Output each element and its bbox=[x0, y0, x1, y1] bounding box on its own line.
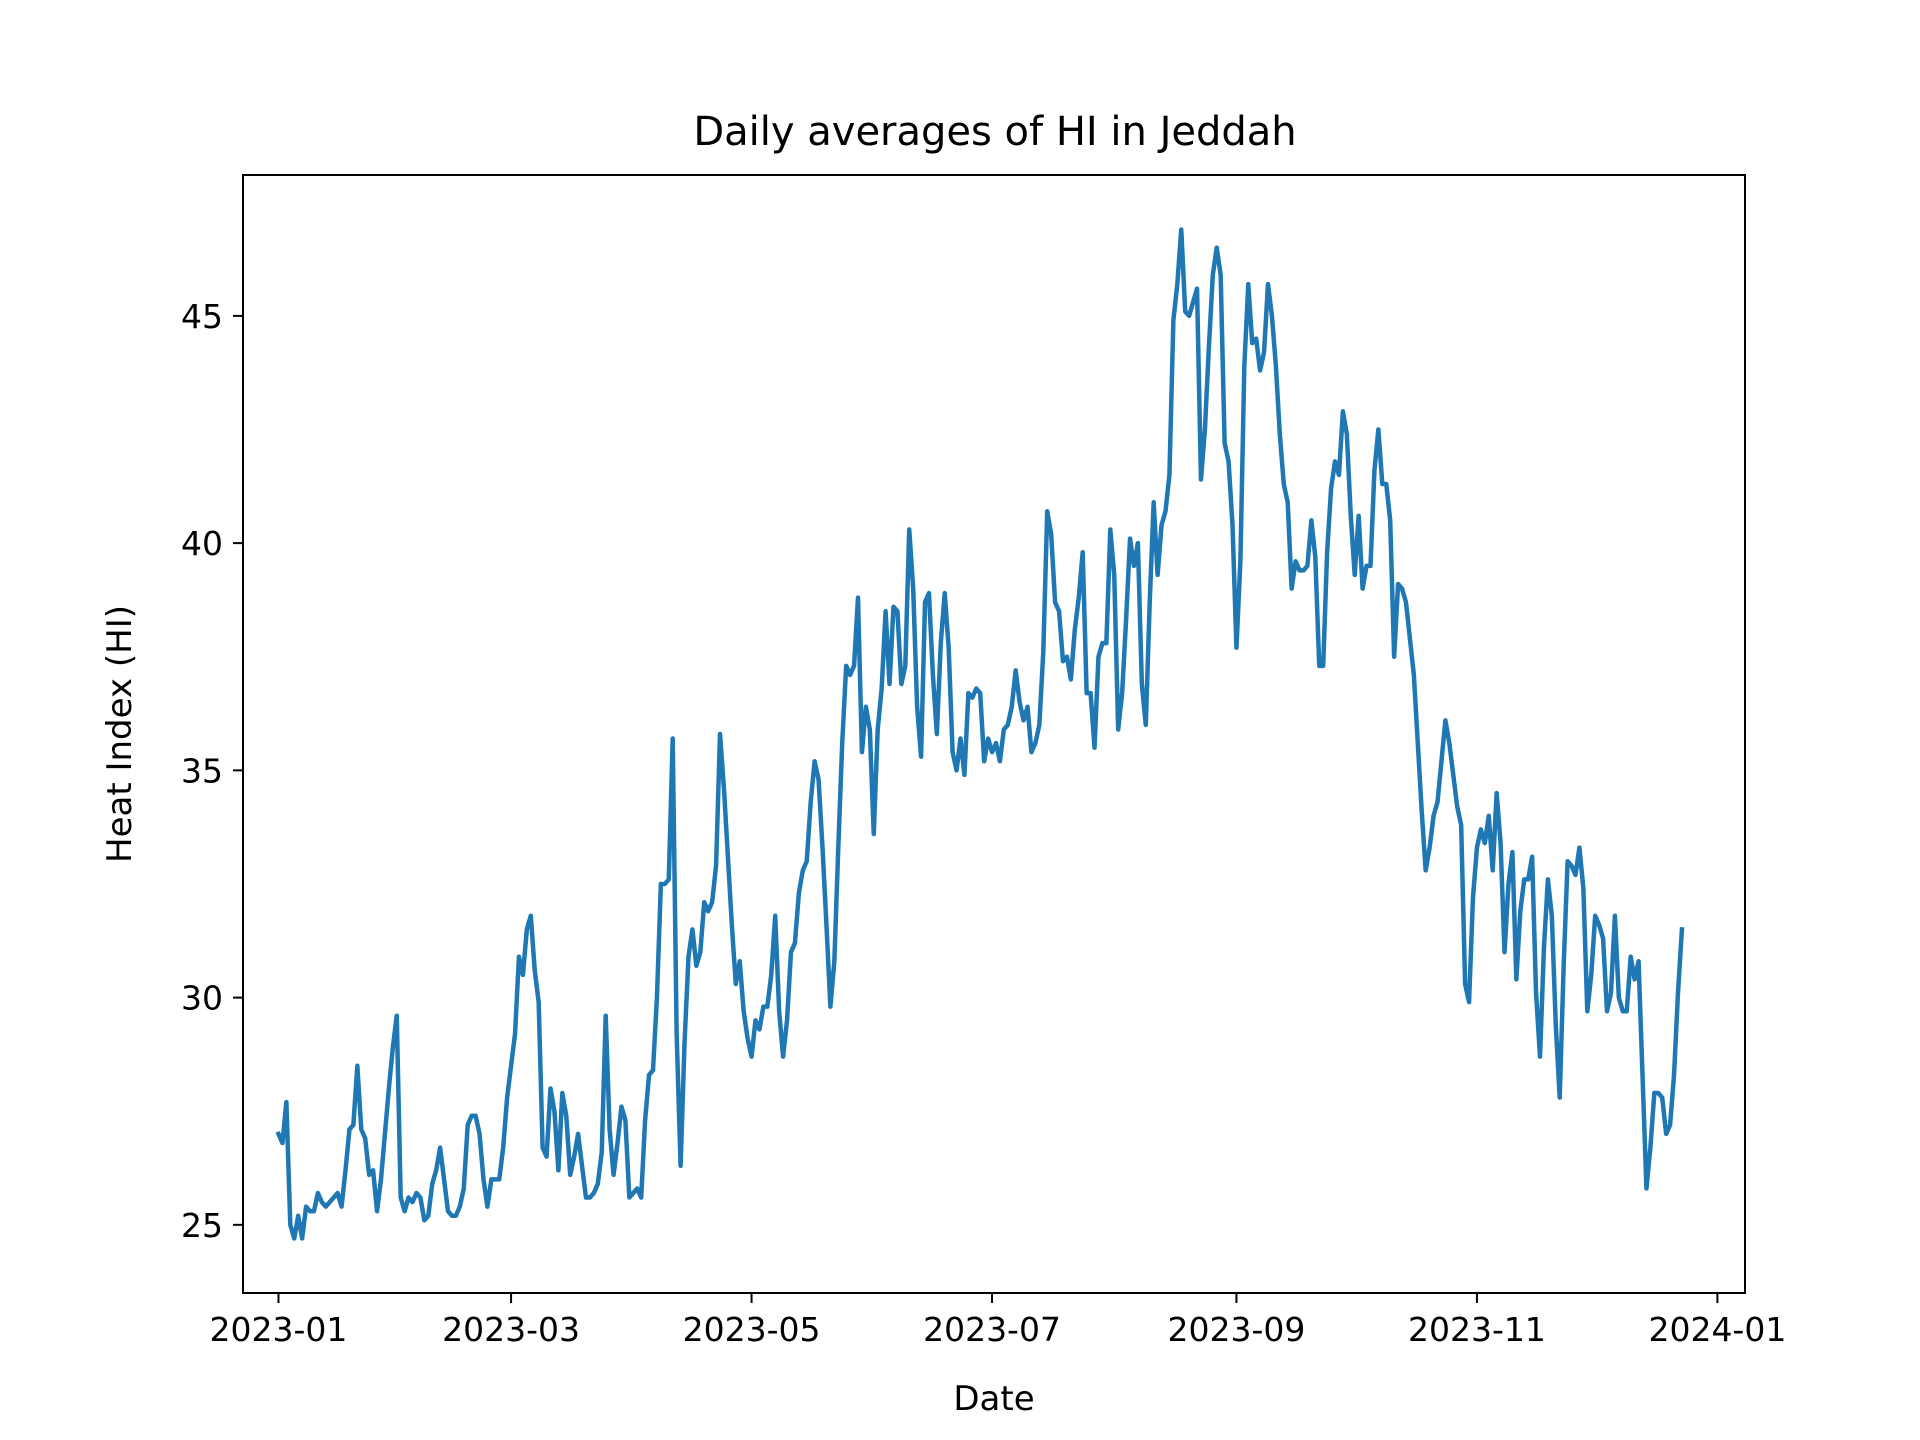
y-tick-label: 45 bbox=[181, 297, 223, 336]
x-tick-label: 2023-09 bbox=[1168, 1310, 1306, 1349]
y-axis-ticks: 25 30 35 40 45 bbox=[181, 297, 243, 1245]
x-tick-label: 2023-01 bbox=[210, 1310, 348, 1349]
y-tick-label: 25 bbox=[181, 1206, 223, 1245]
y-axis-title: Heat Index (HI) bbox=[100, 605, 140, 863]
series-line-hi bbox=[275, 227, 1685, 1241]
x-tick-label: 2023-05 bbox=[683, 1310, 821, 1349]
x-tick-label: 2023-11 bbox=[1408, 1310, 1546, 1349]
x-tick-label: 2024-01 bbox=[1648, 1310, 1786, 1349]
x-tick-label: 2023-07 bbox=[923, 1310, 1061, 1349]
y-tick-label: 30 bbox=[181, 979, 223, 1018]
y-tick-label: 35 bbox=[181, 751, 223, 790]
x-tick-label: 2023-03 bbox=[442, 1310, 580, 1349]
y-tick-label: 40 bbox=[181, 524, 223, 563]
x-axis-title: Date bbox=[953, 1379, 1034, 1419]
plot-area-frame bbox=[242, 174, 1746, 1294]
chart-title: Daily averages of HI in Jeddah bbox=[693, 109, 1296, 155]
x-axis-ticks: 2023-01 2023-03 2023-05 2023-07 2023-09 2023-… bbox=[210, 1293, 1786, 1349]
